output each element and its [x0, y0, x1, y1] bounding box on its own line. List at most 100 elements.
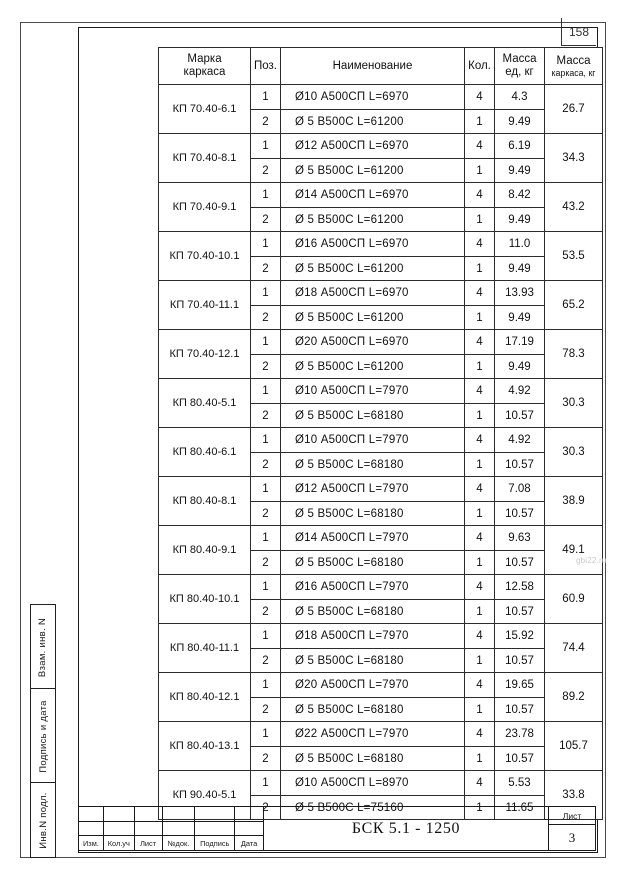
side-label-podpis-i-data: Подпись и дата — [30, 688, 56, 784]
revision-header-podpis: Подпись — [195, 836, 236, 851]
cell-mass-unit: 9.49 — [494, 353, 545, 380]
revision-cell-izm-1[interactable] — [79, 807, 104, 821]
cell-name: Ø20 А500СП L=7970 — [280, 672, 465, 698]
table-row: КП 80.40-5.1 1 Ø10 А500СП L=7970 4 4.92 30.3 — [158, 378, 603, 429]
cell-pos: 1 — [250, 378, 281, 404]
cell-mass-unit: 4.92 — [494, 378, 545, 404]
cell-name: Ø22 А500СП L=7970 — [280, 721, 465, 747]
revision-cell-list-1[interactable] — [135, 807, 163, 821]
page-number: 158 — [561, 18, 596, 46]
cell-name: Ø 5 В500С L=68180 — [280, 696, 465, 723]
revision-cell-kol-2[interactable] — [104, 821, 135, 836]
cell-qty: 1 — [464, 549, 495, 576]
table-body: КП 70.40-6.1 1 Ø10 А500СП L=6970 4 4.3 26.7 2 Ø… — [158, 84, 603, 821]
side-label-podpis-i-data-text: Подпись и дата — [37, 699, 49, 773]
revision-cell-dok-1[interactable] — [163, 807, 196, 821]
cell-pos: 1 — [250, 623, 281, 649]
revision-cell-data-1[interactable] — [235, 807, 263, 821]
cell-mass-unit: 10.57 — [494, 451, 545, 478]
cell-mass-unit: 13.93 — [494, 280, 545, 306]
cell-qty: 4 — [464, 574, 495, 600]
cell-qty: 1 — [464, 745, 495, 772]
table-row: КП 80.40-12.1 1 Ø20 А500СП L=7970 4 19.65 89.… — [158, 672, 603, 723]
table-row: КП 80.40-10.1 1 Ø16 А500СП L=7970 4 12.58 60.… — [158, 574, 603, 625]
revision-header-data: Дата — [240, 838, 258, 848]
cell-qty: 4 — [464, 231, 495, 257]
header-mass-unit: Масса ед, кг — [494, 46, 545, 86]
cell-mass-unit: 9.63 — [494, 525, 545, 551]
cell-pos: 1 — [250, 133, 281, 159]
cell-qty: 1 — [464, 598, 495, 625]
cell-mass-unit: 7.08 — [494, 476, 545, 502]
side-label-inv-podl: Инв.N подл. — [30, 782, 56, 858]
table-row: КП 80.40-11.1 1 Ø18 А500СП L=7970 4 15.92 74.… — [158, 623, 603, 674]
cell-name: Ø14 А500СП L=7970 — [280, 525, 465, 551]
header-mass-unit-line2: ед, кг — [505, 66, 534, 79]
cell-name: Ø16 А500СП L=7970 — [280, 574, 465, 600]
cell-mark: КП 80.40-12.1 — [158, 672, 251, 723]
table-row: КП 70.40-12.1 1 Ø20 А500СП L=6970 4 17.19 78.… — [158, 329, 603, 380]
cell-name: Ø12 А500СП L=6970 — [280, 133, 465, 159]
cell-name: Ø 5 В500С L=68180 — [280, 745, 465, 772]
cell-pos: 2 — [250, 206, 281, 233]
cell-qty: 1 — [464, 255, 495, 282]
cell-pos: 1 — [250, 574, 281, 600]
revision-header-dok: №док. — [163, 836, 196, 851]
cell-mass-cage: 43.2 — [544, 182, 603, 233]
revision-cell-podpis-2[interactable] — [195, 821, 236, 836]
cell-mass-unit: 11.65 — [494, 794, 545, 821]
cell-name: Ø 5 В500С L=61200 — [280, 353, 465, 380]
revision-cell-podpis-1[interactable] — [195, 807, 236, 821]
cell-mass-cage: 89.2 — [544, 672, 603, 723]
cell-qty: 4 — [464, 476, 495, 502]
cell-mass-unit: 23.78 — [494, 721, 545, 747]
cell-mass-unit: 10.57 — [494, 696, 545, 723]
cell-pos: 2 — [250, 255, 281, 282]
header-mark-line1: Марка — [187, 53, 222, 65]
cell-mark: КП 80.40-13.1 — [158, 721, 251, 772]
cell-qty: 4 — [464, 84, 495, 110]
revision-cell-izm-2[interactable] — [79, 821, 104, 836]
table-row: КП 70.40-8.1 1 Ø12 А500СП L=6970 4 6.19 34.3 — [158, 133, 603, 184]
cell-mass-unit: 12.58 — [494, 574, 545, 600]
cell-qty: 4 — [464, 525, 495, 551]
cell-mass-unit: 10.57 — [494, 500, 545, 527]
revision-header-izm: Изм. — [79, 836, 104, 851]
cell-qty: 4 — [464, 329, 495, 355]
table-header-row: Марка каркаса Поз. Наименование Кол. Мас… — [158, 46, 603, 86]
header-name: Наименование — [280, 46, 465, 86]
table-row: КП 80.40-6.1 1 Ø10 А500СП L=7970 4 4.92 30.3 — [158, 427, 603, 478]
revision-cell-data-2[interactable] — [235, 822, 263, 836]
cell-qty: 4 — [464, 280, 495, 306]
cell-name: Ø16 А500СП L=6970 — [280, 231, 465, 257]
header-mark-line2: каркаса — [183, 66, 226, 79]
cell-name: Ø 5 В500С L=61200 — [280, 304, 465, 331]
cell-name: Ø18 А500СП L=7970 — [280, 623, 465, 649]
side-label-vzam-inv-text: Взам. инв. N — [37, 617, 49, 677]
cell-mass-unit: 10.57 — [494, 549, 545, 576]
cell-mass-unit: 11.0 — [494, 231, 545, 257]
header-mass-cage-line1: Масса — [556, 54, 591, 67]
revision-cell-dok-2[interactable] — [163, 821, 196, 836]
cell-pos: 1 — [250, 280, 281, 306]
cell-pos: 2 — [250, 794, 281, 821]
cell-pos: 1 — [250, 672, 281, 698]
title-block: Изм. Кол.уч Лист №док. Подпись Дата БСК … — [78, 806, 596, 851]
cell-qty: 1 — [464, 696, 495, 723]
revision-row-empty-1 — [79, 807, 263, 822]
cell-mass-unit: 10.57 — [494, 745, 545, 772]
header-quantity: Кол. — [464, 46, 495, 86]
revision-cell-kol-1[interactable] — [104, 807, 135, 821]
cell-mass-cage: 30.3 — [544, 378, 603, 429]
revision-header-list: Лист — [135, 836, 163, 851]
revision-cell-list-2[interactable] — [135, 821, 163, 836]
sheet-number-block: Лист 3 — [549, 807, 595, 850]
